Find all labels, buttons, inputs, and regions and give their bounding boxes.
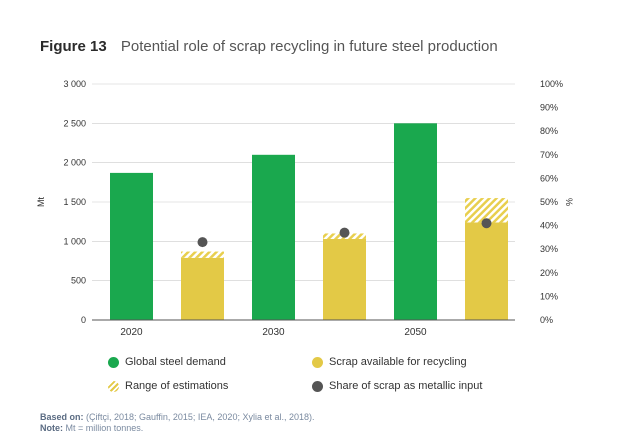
based-on-label: Based on: bbox=[40, 412, 84, 422]
legend-item-scrap: Scrap available for recycling bbox=[312, 356, 467, 368]
y2-tick-label: 70% bbox=[540, 150, 558, 160]
x-tick-label: 2050 bbox=[404, 327, 427, 338]
yellow-dot-icon bbox=[312, 356, 323, 368]
y2-tick-label: 60% bbox=[540, 173, 558, 183]
green-dot-icon bbox=[108, 356, 119, 368]
bar-global-steel-demand bbox=[394, 123, 437, 320]
source-note: Based on: (Çiftçi, 2018; Gauffin, 2015; … bbox=[40, 412, 314, 423]
y-tick-label: 0 bbox=[81, 315, 86, 325]
y-tick-label: 2 000 bbox=[63, 158, 86, 168]
y2-tick-label: 90% bbox=[540, 103, 558, 113]
gridlines bbox=[92, 83, 515, 281]
bar-global-steel-demand bbox=[110, 172, 153, 320]
y-tick-label: 1 500 bbox=[63, 197, 86, 207]
share-points bbox=[197, 218, 492, 248]
y2-tick-label: 30% bbox=[540, 244, 558, 254]
notes: Based on: (Çiftçi, 2018; Gauffin, 2015; … bbox=[40, 412, 314, 434]
y-tick-label: 1 000 bbox=[63, 236, 86, 246]
point-share-of-scrap bbox=[339, 227, 350, 238]
unit-note: Note: Mt = million tonnes. bbox=[40, 423, 314, 434]
y2-tick-label: 10% bbox=[540, 291, 558, 301]
y2-tick-label: 40% bbox=[540, 221, 558, 231]
y2-tick-label: 20% bbox=[540, 268, 558, 278]
bar-scrap-available bbox=[323, 238, 366, 320]
figure-title: Figure 13 Potential role of scrap recycl… bbox=[40, 38, 498, 55]
hatched-dot-icon bbox=[108, 380, 119, 392]
note-text: Mt = million tonnes. bbox=[63, 423, 144, 433]
y2-tick-label: 100% bbox=[540, 79, 563, 89]
y-tick-label: 500 bbox=[71, 276, 86, 286]
legend-label-share: Share of scrap as metallic input bbox=[329, 380, 483, 392]
figure-label: Figure 13 bbox=[40, 38, 107, 55]
figure-caption: Potential role of scrap recycling in fut… bbox=[120, 38, 498, 55]
point-share-of-scrap bbox=[197, 237, 208, 248]
legend-label-scrap: Scrap available for recycling bbox=[329, 356, 467, 368]
bar-scrap-available bbox=[181, 257, 224, 320]
bar-range-of-estimations bbox=[181, 251, 224, 258]
legend-label-range: Range of estimations bbox=[125, 380, 229, 392]
bars bbox=[110, 123, 508, 320]
note-label: Note: bbox=[40, 423, 63, 433]
grey-dot-icon bbox=[312, 380, 323, 392]
y2-tick-label: 50% bbox=[540, 197, 558, 207]
bar-global-steel-demand bbox=[252, 154, 295, 320]
y-axis-title: Mt bbox=[36, 197, 46, 207]
legend-item-demand: Global steel demand bbox=[108, 356, 226, 368]
y2-axis-title: % bbox=[564, 198, 574, 206]
bar-scrap-available bbox=[465, 222, 508, 320]
y-tick-label: 3 000 bbox=[63, 79, 86, 89]
legend-item-range: Range of estimations bbox=[108, 380, 228, 392]
y2-tick-label: 0% bbox=[540, 315, 553, 325]
legend-label-demand: Global steel demand bbox=[125, 356, 226, 368]
point-share-of-scrap bbox=[481, 218, 492, 229]
legend-item-share: Share of scrap as metallic input bbox=[312, 380, 482, 392]
x-tick-label: 2030 bbox=[262, 327, 285, 338]
based-on-text: (Çiftçi, 2018; Gauffin, 2015; IEA, 2020;… bbox=[83, 412, 315, 422]
y-tick-label: 2 500 bbox=[63, 118, 86, 128]
x-tick-label: 2020 bbox=[120, 327, 143, 338]
y2-tick-label: 80% bbox=[540, 126, 558, 136]
axes: 0 500 1 000 1 500 2 000 2 500 3 000 0% 10% 20% 30%… bbox=[36, 79, 574, 338]
